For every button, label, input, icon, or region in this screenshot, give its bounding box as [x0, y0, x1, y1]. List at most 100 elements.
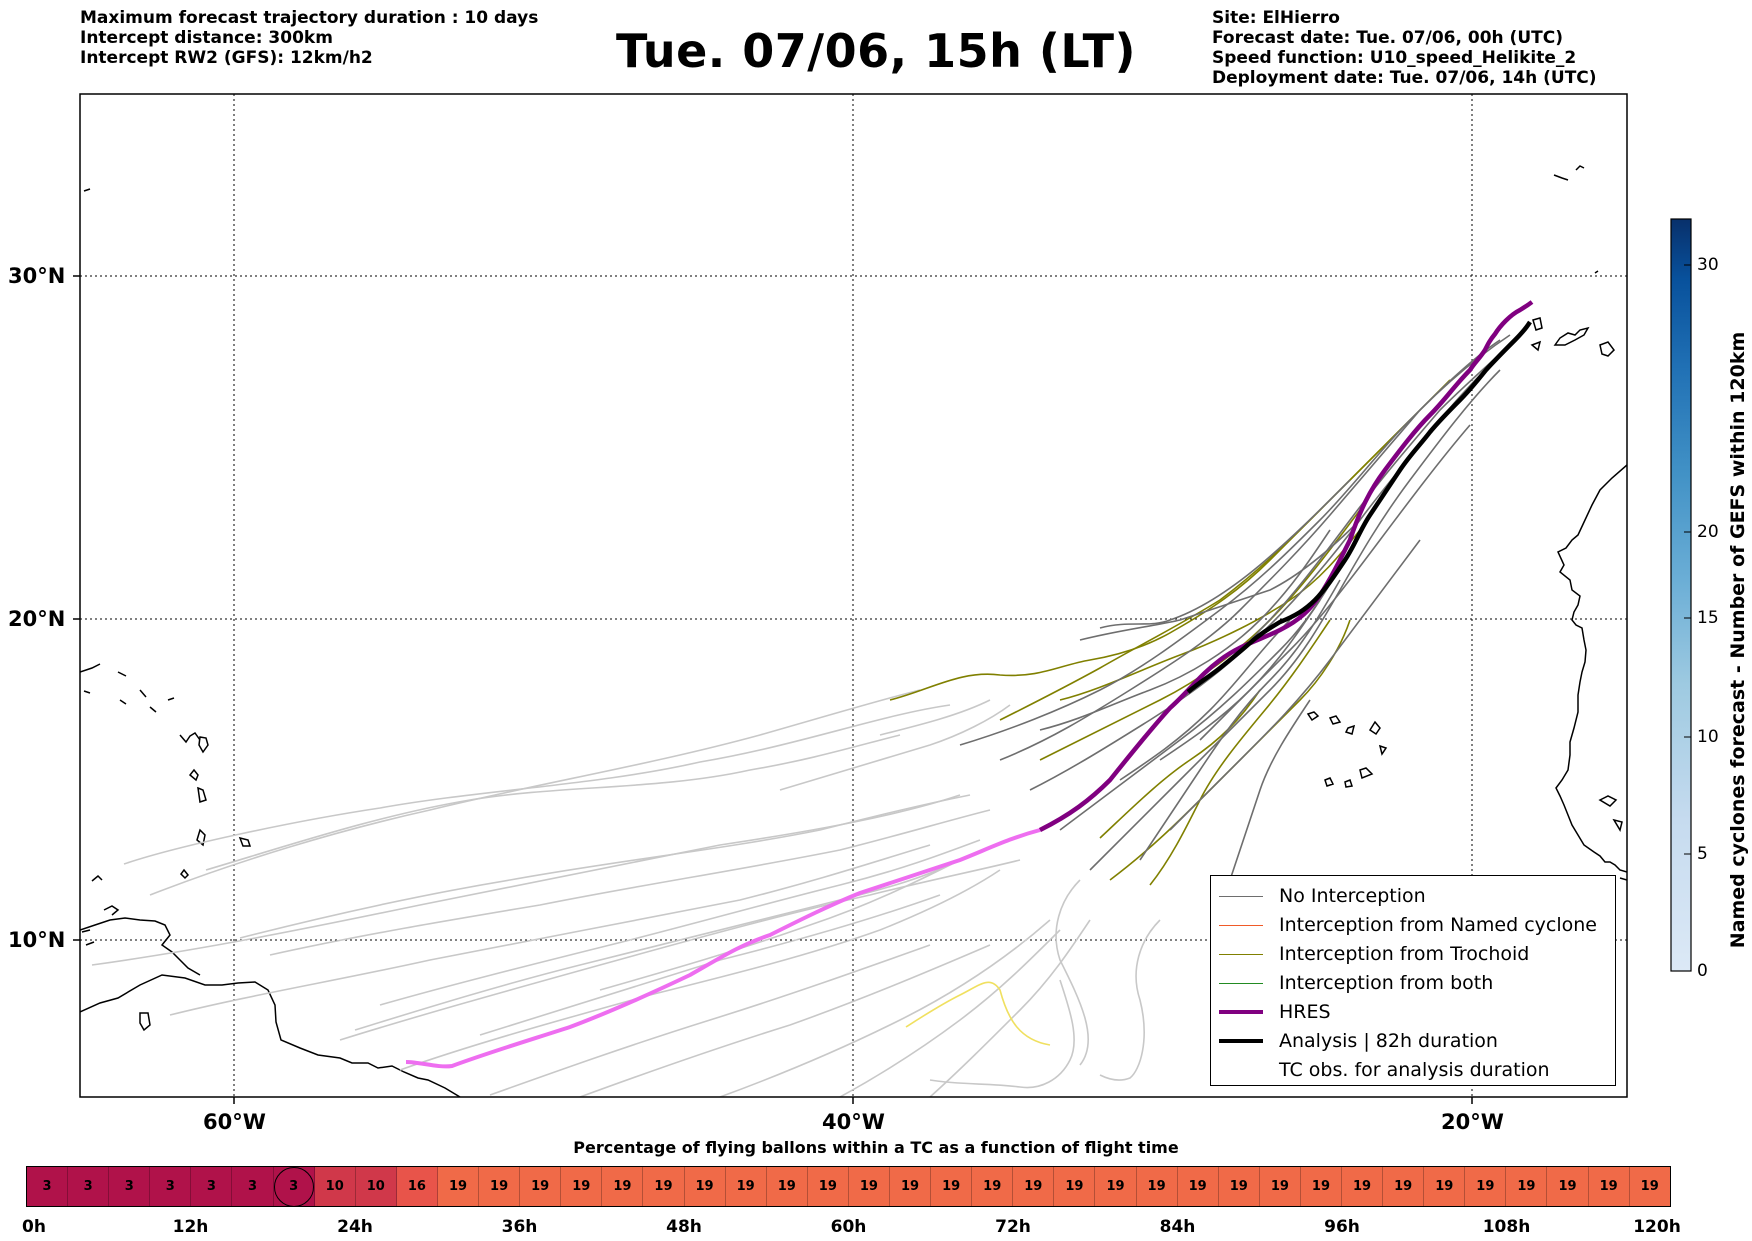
header-right-line: Speed function: U10_speed_Helikite_2 [1212, 48, 1577, 68]
lat-label-10n: 10°N [8, 928, 66, 952]
track [1199, 424, 1471, 741]
track [889, 379, 1451, 701]
track [489, 944, 931, 1096]
legend-swatch [1219, 982, 1263, 984]
timebar-cell: 19 [1218, 1167, 1260, 1206]
track [239, 794, 971, 939]
header-right: Site: ElHierro Forecast date: Tue. 07/06… [1212, 8, 1597, 88]
track [959, 339, 1501, 746]
legend-swatch [1219, 895, 1263, 897]
timebar-cell: 19 [1300, 1167, 1342, 1206]
track [1029, 334, 1521, 791]
timebar-cell: 3 [191, 1167, 233, 1206]
timebar-cell: 19 [1177, 1167, 1219, 1206]
legend-item-analysis: Analysis | 82h duration [1219, 1027, 1498, 1055]
timebar-cell: 19 [1054, 1167, 1096, 1206]
hres-track-early [405, 828, 1041, 1069]
timebar-tick-label: 108h [1482, 1217, 1531, 1237]
header-left: Maximum forecast trajectory duration : 1… [80, 8, 538, 68]
track [839, 929, 1061, 1097]
legend-label: Interception from Trochoid [1279, 943, 1530, 965]
timebar-tick-label: 96h [1324, 1217, 1360, 1237]
track [929, 919, 1091, 1097]
virgin-islands [80, 663, 175, 713]
bermuda-like [83, 188, 91, 192]
trochoid-tracks [889, 379, 1451, 886]
track [205, 734, 901, 871]
timebar-title: Percentage of flying ballons within a TC… [573, 1138, 1179, 1157]
timebar-tick-label: 84h [1159, 1217, 1196, 1237]
track [1039, 529, 1331, 731]
legend-label: Interception from Named cyclone [1279, 914, 1597, 936]
timebar-cell: 19 [561, 1167, 603, 1206]
legend-item-named-cyclone: Interception from Named cyclone [1219, 911, 1597, 939]
legend-label: No Interception [1279, 885, 1426, 907]
track [929, 979, 1075, 1089]
timebar-cell: 19 [1095, 1167, 1137, 1206]
timebar-cell: 3 [68, 1167, 110, 1206]
colorbar-gradient [1670, 218, 1692, 972]
timebar: 3 3 3 3 3 3 3 10 10 16 19 19 19 19 19 19 19 19 19 19 19 19 19 1… [26, 1166, 1671, 1207]
yellow-track [905, 981, 1051, 1046]
legend-label: TC obs. for analysis duration [1279, 1059, 1550, 1081]
legend-swatch [1219, 953, 1263, 955]
track [879, 699, 991, 736]
track [579, 944, 991, 1097]
track [269, 809, 991, 956]
caribbean-small [81, 874, 120, 946]
timebar-cell: 19 [1013, 1167, 1055, 1206]
track [779, 704, 1011, 791]
track [1079, 519, 1361, 641]
header-right-line: Deployment date: Tue. 07/06, 14h (UTC) [1212, 68, 1597, 88]
lesser-antilles-4 [196, 828, 206, 847]
timebar-cell: 19 [520, 1167, 562, 1206]
timebar-cell: 16 [396, 1167, 438, 1206]
timebar-cell: 19 [602, 1167, 644, 1206]
colorbar-tick-label: 0 [1697, 961, 1708, 981]
coastlines [80, 165, 1627, 1097]
colorbar-tick-label: 10 [1697, 727, 1719, 747]
timebar-tick-label: 24h [337, 1217, 373, 1237]
timebar-cell: 19 [684, 1167, 726, 1206]
canary-islands [1530, 165, 1615, 357]
header-left-line: Intercept distance: 300km [80, 28, 333, 48]
lesser-antilles-3 [197, 786, 207, 803]
timebar-tick-label: 0h [22, 1217, 46, 1237]
timebar-cell: 19 [1588, 1167, 1630, 1206]
track [999, 334, 1511, 761]
track [1119, 619, 1291, 781]
colorbar-title: Named cyclones forecast - Number of GEFS… [1727, 331, 1749, 949]
colorbar-ticks [1684, 264, 1691, 972]
track [1039, 509, 1361, 761]
analysis-track [1186, 320, 1532, 694]
map-plot-area [80, 94, 1627, 1097]
lesser-antilles-6 [238, 836, 252, 847]
track [123, 704, 951, 865]
timebar-circle-marker [273, 1166, 314, 1207]
legend: No Interception Interception from Named … [1210, 875, 1616, 1086]
timebar-cell: 19 [725, 1167, 767, 1206]
legend-label: Interception from both [1279, 972, 1494, 994]
header-left-line: Maximum forecast trajectory duration : 1… [80, 8, 539, 28]
hres-track [1038, 300, 1534, 833]
lesser-antilles-5 [180, 868, 190, 880]
header-left-line: Intercept RW2 (GFS): 12km/h2 [80, 48, 373, 68]
track [379, 839, 981, 1006]
trinidad [139, 1012, 151, 1032]
track [1159, 599, 1321, 761]
cape-verde [1306, 711, 1388, 788]
track [1099, 479, 1351, 629]
venezuela-gulf [80, 917, 201, 976]
lesser-antilles-7 [179, 732, 201, 744]
timebar-cell: 19 [1629, 1167, 1670, 1206]
lon-label-60w: 60°W [203, 1110, 266, 1134]
timebar-cell: 3 [109, 1167, 151, 1206]
timebar-tick-label: 120h [1633, 1217, 1681, 1237]
lat-label-30n: 30°N [8, 264, 66, 288]
timebar-cell: 19 [1383, 1167, 1425, 1206]
legend-item-both: Interception from both [1219, 969, 1493, 997]
timebar-cell: 19 [972, 1167, 1014, 1206]
timebar-cell: 19 [931, 1167, 973, 1206]
timebar-cell: 19 [848, 1167, 890, 1206]
bissau-islands [1598, 795, 1627, 881]
